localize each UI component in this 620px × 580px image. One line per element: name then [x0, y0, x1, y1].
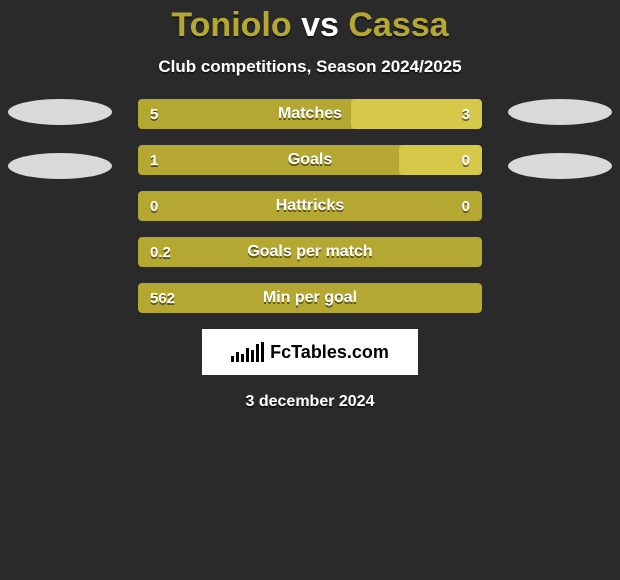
logo-box: FcTables.com [202, 329, 418, 375]
stat-row: 562Min per goal [138, 283, 482, 313]
stat-label: Min per goal [138, 283, 482, 313]
page-title: Toniolo vs Cassa [0, 0, 620, 45]
stat-row: 53Matches [138, 99, 482, 129]
chart-icon [231, 342, 264, 362]
player-right-marker [508, 99, 612, 125]
stat-row: 10Goals [138, 145, 482, 175]
comparison-chart: 53Matches 10Goals 00Hattricks 0.2Goals per … [0, 99, 620, 313]
vs-text: vs [301, 6, 339, 44]
player-right-marker [508, 153, 612, 179]
stat-label: Hattricks [138, 191, 482, 221]
player-left-marker [8, 99, 112, 125]
player1-name: Toniolo [171, 6, 291, 44]
subtitle: Club competitions, Season 2024/2025 [0, 57, 620, 77]
stat-row: 00Hattricks [138, 191, 482, 221]
player2-name: Cassa [348, 6, 448, 44]
stat-label: Matches [138, 99, 482, 129]
stat-row: 0.2Goals per match [138, 237, 482, 267]
logo-text: FcTables.com [270, 342, 389, 363]
stat-label: Goals [138, 145, 482, 175]
stat-label: Goals per match [138, 237, 482, 267]
player-left-marker [8, 153, 112, 179]
date-text: 3 december 2024 [0, 393, 620, 411]
